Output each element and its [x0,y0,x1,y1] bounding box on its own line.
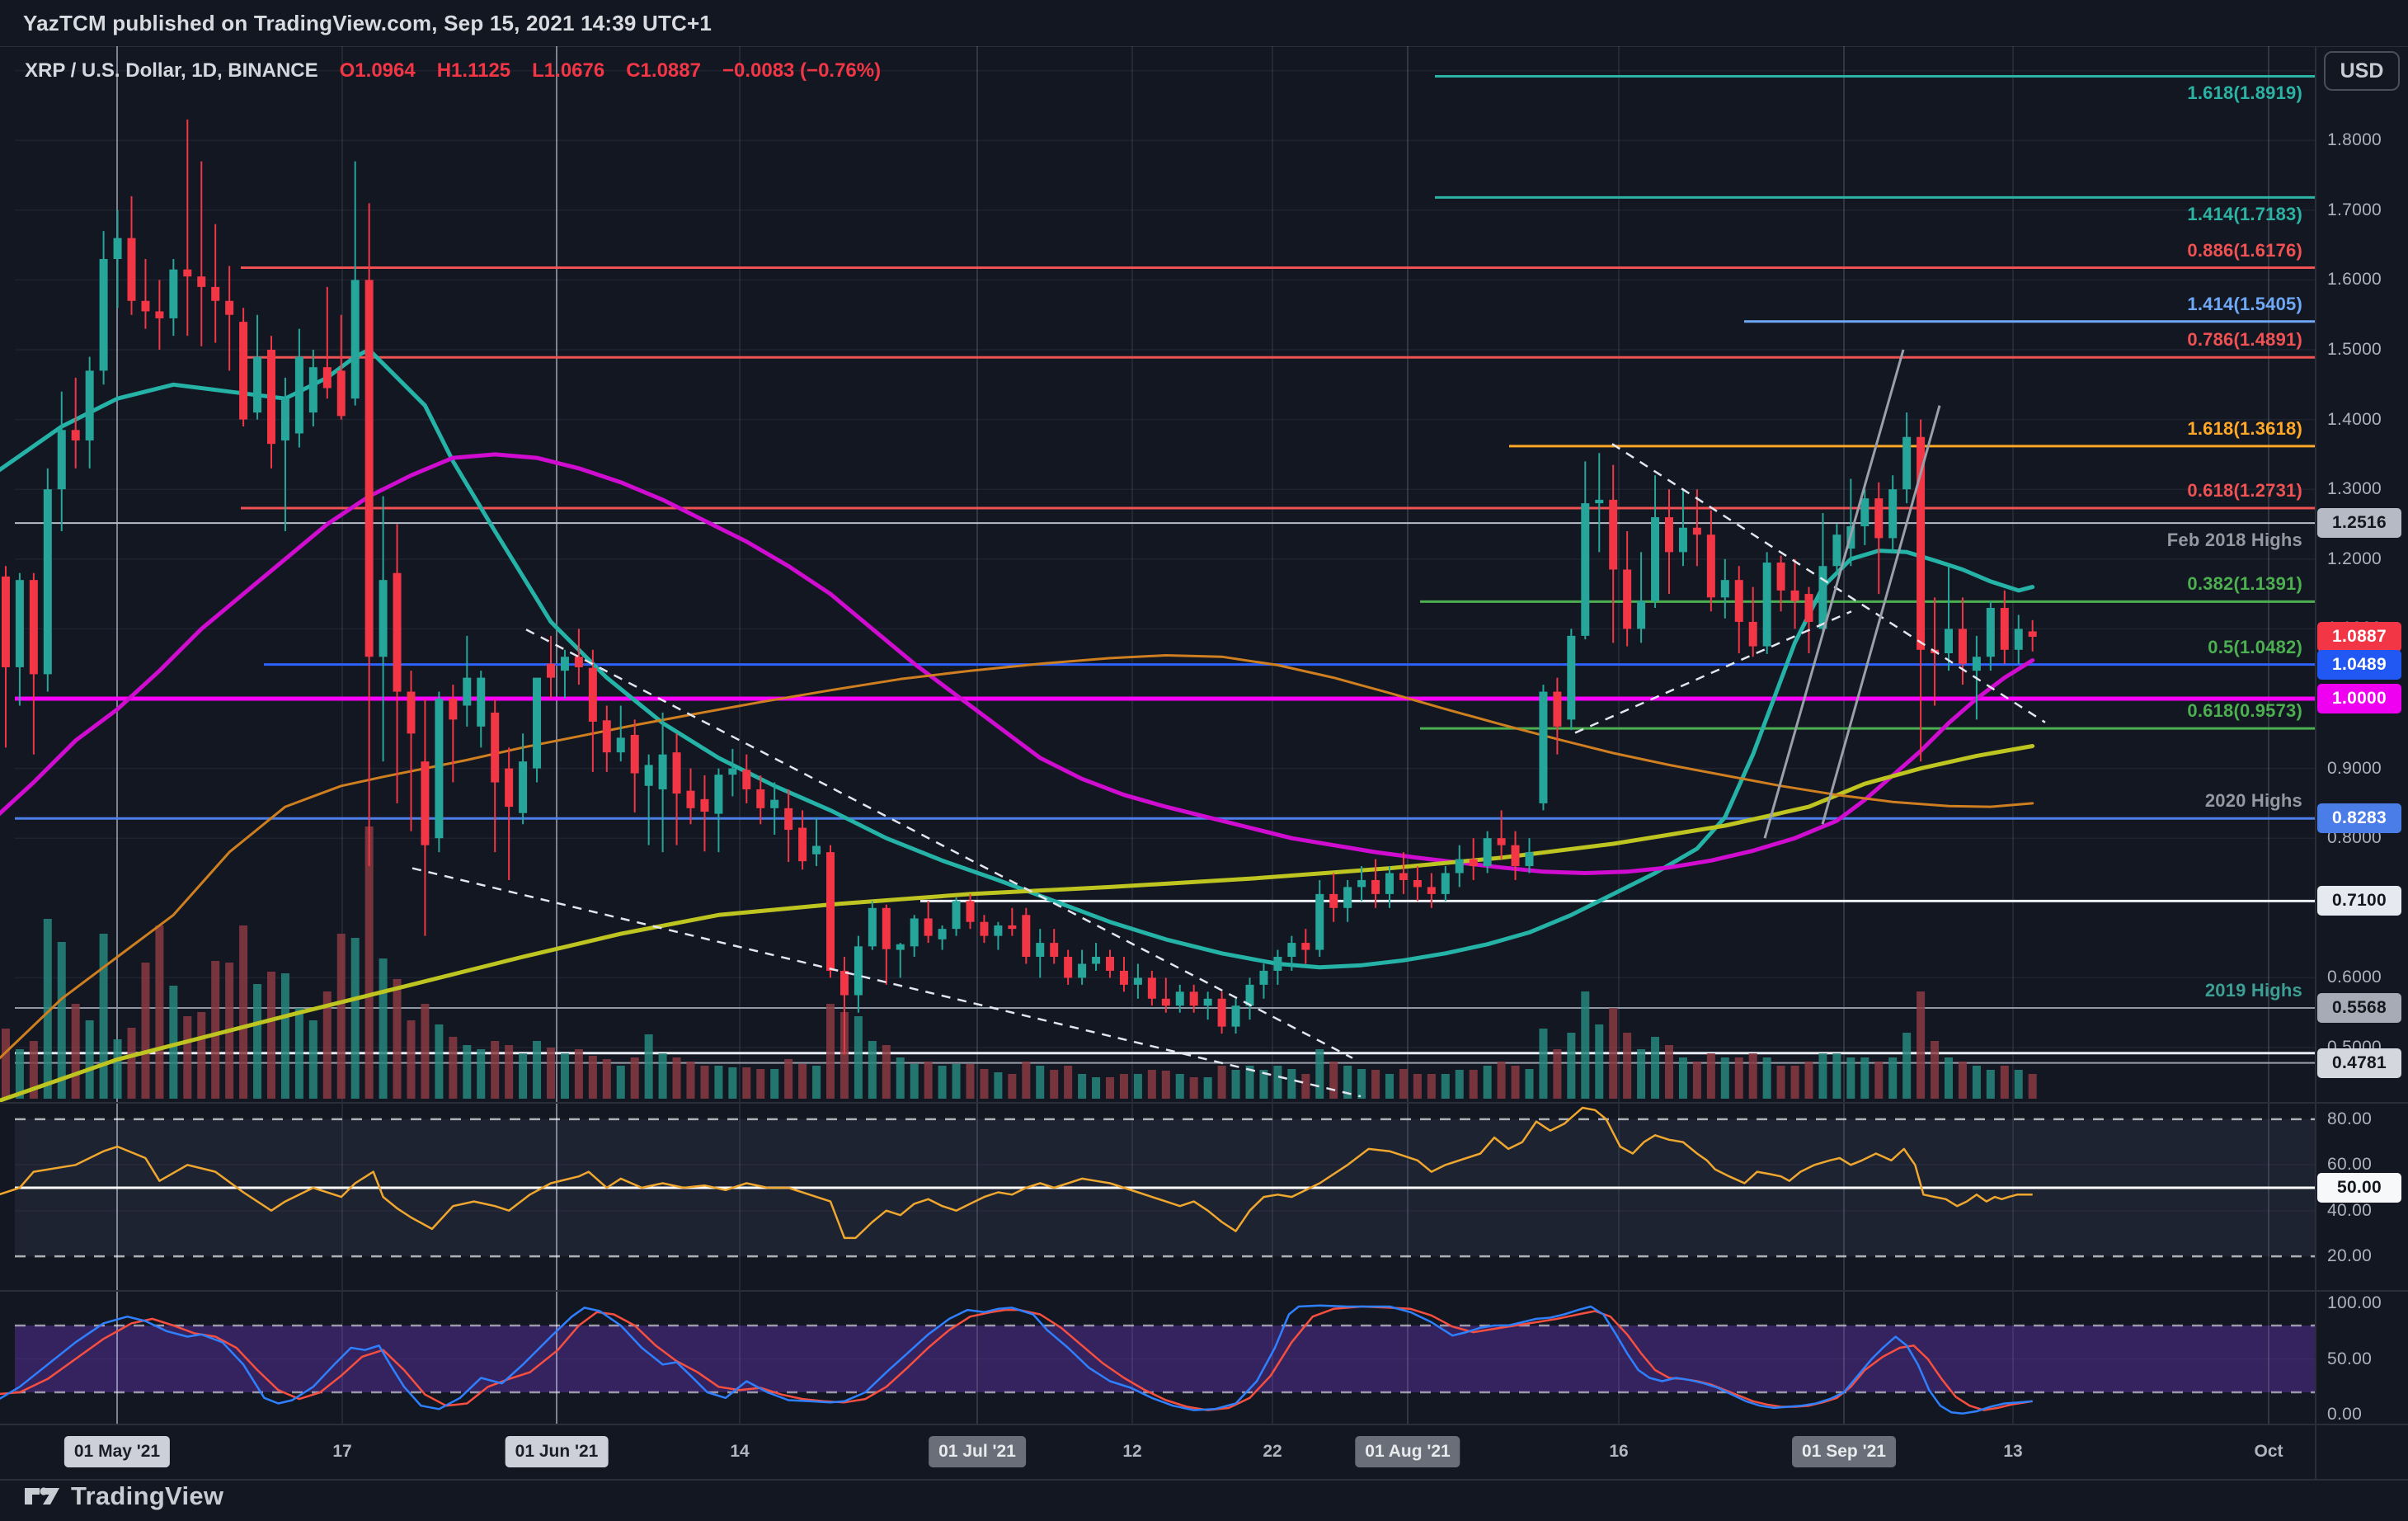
time-label-12: 12 [1122,1442,1142,1461]
stoch-pane[interactable] [0,1304,2316,1415]
level-label-0-786-1-4891-: 0.786(1.4891) [2187,329,2302,351]
ohlc-close: C1.0887 [626,59,701,82]
time-label-01-jul-21: 01 Jul '21 [929,1436,1026,1467]
rsi-level-badge: 50.00 [2317,1173,2401,1203]
price-badge-1.0887: 1.0887 [2317,621,2401,652]
tradingview-logo-icon [25,1487,59,1505]
price-levels[interactable] [15,74,2316,1064]
symbol-title: XRP / U.S. Dollar, 1D, BINANCE [25,59,318,82]
level-label-2020-highs: 2020 Highs [2204,790,2302,812]
price-tick: 1.2000 [2327,549,2382,568]
price-badge-0.8283: 0.8283 [2317,803,2401,834]
ma-teal[interactable] [0,347,2035,970]
time-label-14: 14 [730,1442,750,1461]
flag-line-a [1763,349,1905,839]
time-label-01-jun-21: 01 Jun '21 [505,1436,609,1467]
price-badge-0.4781: 0.4781 [2317,1048,2401,1078]
rsi-tick: 80.00 [2327,1109,2373,1128]
stoch-tick: 100.00 [2327,1293,2382,1312]
price-tick: 1.5000 [2327,340,2382,359]
time-label-oct: Oct [2254,1442,2283,1461]
price-tick: 0.6000 [2327,968,2382,987]
triangle-lower [1574,610,1852,734]
wedge-lower [412,867,1362,1098]
published-bar: YazTCM published on TradingView.com, Sep… [0,0,2408,46]
time-label-01-aug-21: 01 Aug '21 [1355,1436,1460,1467]
stoch-tick: 0.00 [2327,1405,2363,1424]
price-tick: 1.8000 [2327,130,2382,150]
price-badge-0.7100: 0.7100 [2317,886,2401,916]
candles[interactable] [0,119,2037,1055]
rsi-line [0,1106,2033,1240]
price-badge-1.2516: 1.2516 [2317,508,2401,539]
stoch-k-line [0,1304,2033,1415]
time-label-13: 13 [2003,1442,2023,1461]
ohlc-open: O1.0964 [339,59,416,82]
level-label-0-382-1-1391-: 0.382(1.1391) [2187,573,2302,595]
level-label-0-618-0-9573-: 0.618(0.9573) [2187,700,2302,722]
currency-label: USD [2340,59,2384,82]
time-label-16: 16 [1609,1442,1629,1461]
grid [15,46,2316,1424]
price-tick: 1.7000 [2327,200,2382,219]
pane-separators [0,46,2408,1481]
tradingview-logo-text: TradingView [71,1481,224,1510]
price-tick: 1.6000 [2327,270,2382,290]
currency-toggle-button[interactable]: USD [2324,51,2400,91]
time-label-01-may-21: 01 May '21 [63,1436,171,1467]
ma-yellow[interactable] [0,744,2035,1104]
price-badge-1.0000: 1.0000 [2317,684,2401,713]
level-label-0-618-1-2731-: 0.618(1.2731) [2187,479,2302,501]
ohlc-high: H1.1125 [436,59,511,82]
triangle-upper [1611,443,2046,723]
level-label-1-618-1-8919-: 1.618(1.8919) [2187,82,2302,104]
price-badge-0.5568: 0.5568 [2317,992,2401,1023]
ma-orange[interactable] [0,654,2034,1067]
trendlines[interactable] [412,349,2046,1098]
level-label-2019-highs: 2019 Highs [2204,979,2302,1001]
tradingview-logo[interactable]: TradingView [23,1481,223,1511]
volume-bars [1,826,2037,1099]
flag-line-b [1821,405,1941,825]
chart-frame [0,46,2408,1481]
price-tick: 1.4000 [2327,409,2382,429]
price-tick: 1.3000 [2327,479,2382,499]
level-label-0-886-1-6176-: 0.886(1.6176) [2187,239,2302,261]
stoch-band [15,1326,2316,1392]
stoch-tick: 50.00 [2327,1349,2373,1368]
wedge-upper [525,629,1353,1059]
rsi-tick: 40.00 [2327,1200,2373,1220]
ma-magenta[interactable] [0,452,2035,875]
price-badge-1.0489: 1.0489 [2317,649,2401,680]
time-label-01-sep-21: 01 Sep '21 [1792,1436,1896,1467]
symbol-legend: XRP / U.S. Dollar, 1D, BINANCE O1.0964 H… [25,59,881,82]
time-label-17: 17 [332,1442,352,1461]
level-label-1-414-1-5405-: 1.414(1.5405) [2187,293,2302,314]
level-label-1-414-1-7183-: 1.414(1.7183) [2187,204,2302,225]
rsi-pane[interactable] [0,1106,2316,1258]
rsi-tick: 60.00 [2327,1155,2373,1175]
time-label-22: 22 [1263,1442,1282,1461]
level-label-feb-2018-highs: Feb 2018 Highs [2166,530,2302,551]
ohlc-change: −0.0083 (−0.76%) [722,59,882,82]
level-label-0-5-1-0482-: 0.5(1.0482) [2208,636,2302,657]
ohlc-low: L1.0676 [532,59,605,82]
rsi-tick: 20.00 [2327,1246,2373,1266]
level-label-1-618-1-3618-: 1.618(1.3618) [2187,417,2302,439]
published-text: YazTCM published on TradingView.com, Sep… [23,10,713,35]
price-tick: 0.9000 [2327,758,2382,778]
